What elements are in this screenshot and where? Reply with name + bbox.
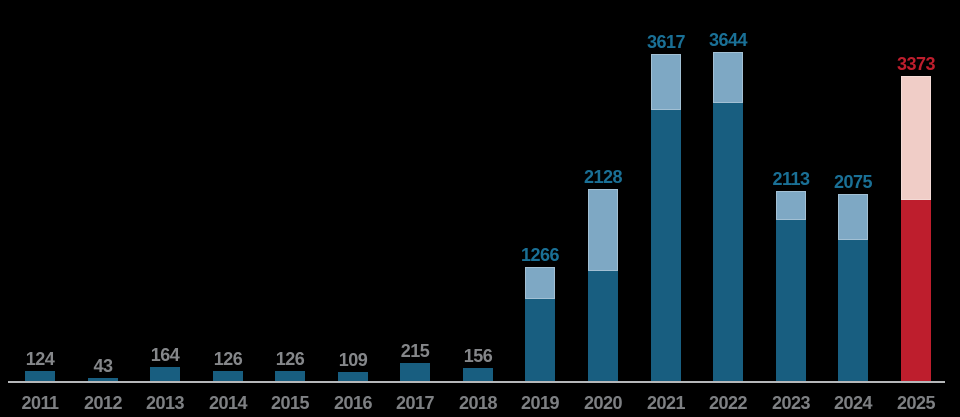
x-axis-tick-label-2025: 2025	[896, 393, 936, 413]
bar-value-label-2016: 109	[338, 350, 368, 370]
bar-value-label-2024: 2075	[833, 172, 873, 192]
x-axis-tick-label-2012: 2012	[83, 393, 123, 413]
x-axis-tick-label-2019: 2019	[520, 393, 560, 413]
x-axis-tick-label-2017: 2017	[395, 393, 435, 413]
bar-segment-primary-2013	[150, 367, 180, 382]
bar-segment-primary-2012	[88, 378, 118, 382]
bar-segment-primary-2016	[338, 372, 368, 382]
bar-segment-secondary-2019	[525, 267, 555, 299]
bar-value-label-2023: 2113	[772, 169, 810, 189]
bar-value-label-2017: 215	[400, 341, 430, 361]
bar-value-label-2015: 126	[275, 349, 305, 369]
bar-value-label-2011: 124	[25, 349, 55, 369]
x-axis-tick-label-2011: 2011	[21, 393, 59, 413]
bar-segment-primary-2018	[463, 368, 493, 382]
x-axis-tick-label-2021: 2021	[646, 393, 686, 413]
bar-segment-secondary-2024	[838, 194, 868, 240]
bar-segment-primary-2017	[400, 363, 430, 382]
bar-value-label-2020: 2128	[583, 167, 623, 187]
bar-segment-primary-2021	[651, 110, 681, 382]
bar-segment-primary-2011	[25, 371, 55, 382]
bar-value-label-2014: 126	[213, 349, 243, 369]
x-axis-tick-label-2022: 2022	[708, 393, 748, 413]
bar-segment-secondary-2025	[901, 76, 931, 200]
bar-segment-secondary-2020	[588, 189, 618, 271]
bar-segment-primary-2022	[713, 103, 743, 382]
bar-value-label-2013: 164	[150, 345, 180, 365]
bar-segment-primary-2024	[838, 240, 868, 382]
bar-segment-primary-2019	[525, 299, 555, 382]
x-axis-tick-label-2015: 2015	[270, 393, 310, 413]
x-axis-tick-label-2013: 2013	[145, 393, 185, 413]
bar-value-label-2019: 1266	[520, 245, 560, 265]
bar-segment-primary-2015	[275, 371, 305, 382]
x-axis-tick-label-2016: 2016	[333, 393, 373, 413]
x-axis-tick-label-2024: 2024	[833, 393, 873, 413]
bar-segment-secondary-2021	[651, 54, 681, 110]
bar-value-label-2022: 3644	[708, 30, 748, 50]
x-axis-tick-label-2014: 2014	[208, 393, 248, 413]
x-axis-tick-label-2023: 2023	[771, 393, 811, 413]
bar-segment-primary-2025	[901, 200, 931, 382]
bar-segment-primary-2020	[588, 271, 618, 382]
x-axis-line	[8, 381, 945, 383]
bar-value-label-2018: 156	[463, 346, 493, 366]
bar-value-label-2025: 3373	[896, 54, 936, 74]
x-axis-tick-label-2020: 2020	[583, 393, 623, 413]
bar-segment-primary-2014	[213, 371, 243, 382]
x-axis-tick-label-2018: 2018	[458, 393, 498, 413]
bar-segment-secondary-2023	[776, 191, 806, 220]
bar-segment-primary-2023	[776, 220, 806, 382]
bar-segment-secondary-2022	[713, 52, 743, 103]
bar-value-label-2012: 43	[93, 356, 113, 376]
bar-value-label-2021: 3617	[646, 32, 686, 52]
